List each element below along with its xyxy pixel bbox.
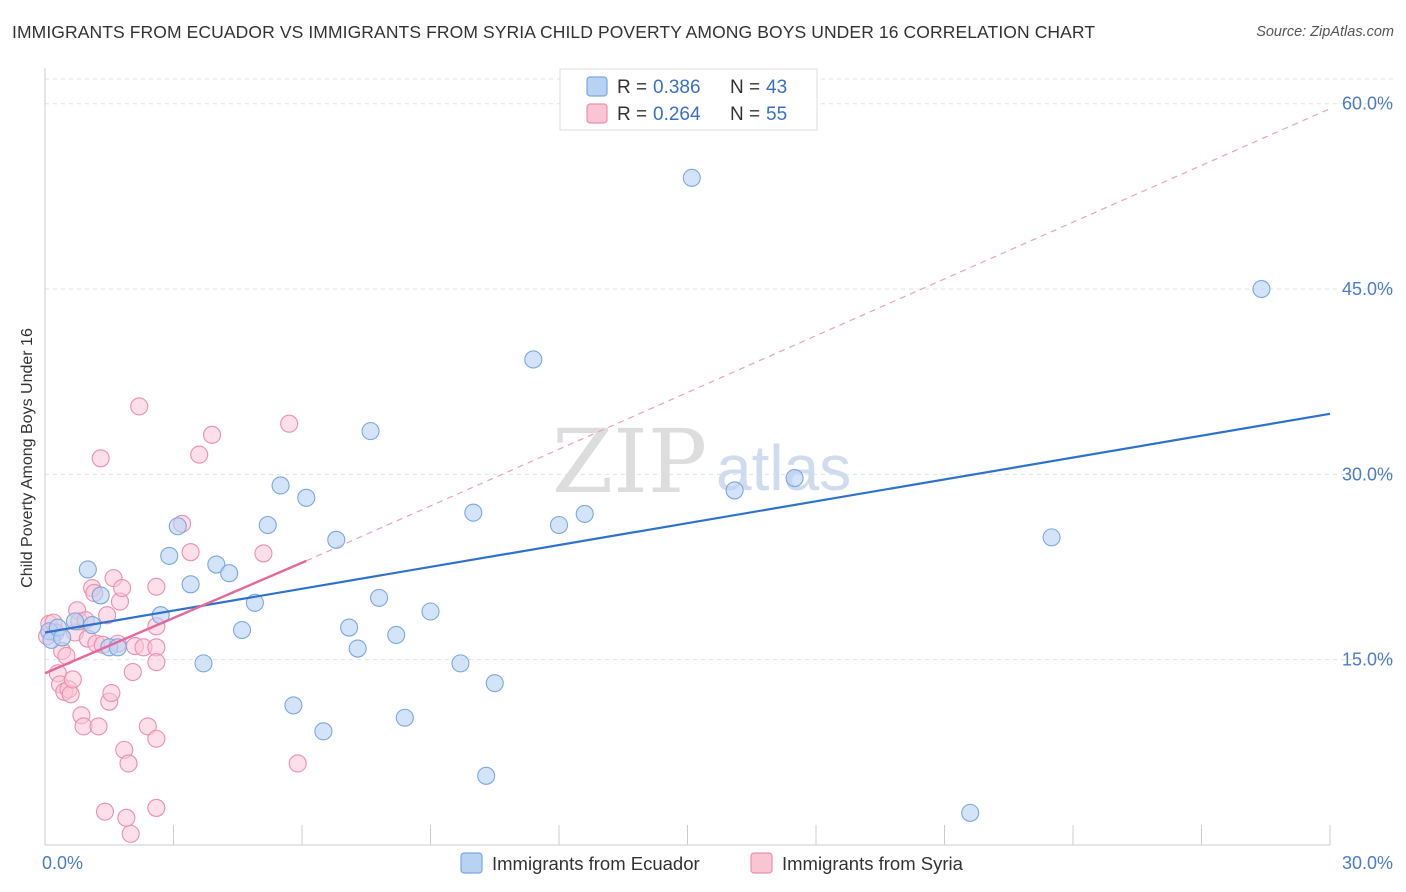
syria-point xyxy=(147,653,166,672)
ecuador-point xyxy=(258,515,277,535)
ecuador-point xyxy=(485,674,504,693)
ecuador-point xyxy=(160,546,179,565)
syria-point xyxy=(123,662,142,682)
ecuador-point xyxy=(395,708,414,727)
syria-point xyxy=(280,414,299,433)
y-tick-label: 30.0% xyxy=(1342,464,1393,484)
syria-point xyxy=(61,685,80,704)
y-axis-label: Child Poverty Among Boys Under 16 xyxy=(19,328,36,588)
ecuador-point xyxy=(524,350,543,369)
syria-point xyxy=(130,397,149,416)
ecuador-point xyxy=(314,722,333,741)
ecuador-point xyxy=(575,504,594,523)
y-tick-label: 45.0% xyxy=(1342,279,1393,299)
syria-point xyxy=(102,683,121,703)
syria-point xyxy=(288,754,307,773)
legend-syria-n-value: 55 xyxy=(766,104,787,125)
ecuador-point xyxy=(451,654,470,673)
legend-syria-r-label: R = xyxy=(617,104,647,125)
watermark: ZIP atlas xyxy=(552,410,851,513)
tick-label-layer: 15.0% 30.0% 45.0% 60.0% 0.0% 30.0% xyxy=(42,94,1393,873)
syria-point xyxy=(147,729,166,748)
ecuador-point xyxy=(284,696,303,715)
legend-ecuador-r-label: R = xyxy=(617,77,647,98)
syria-point xyxy=(121,824,140,843)
ecuador-point xyxy=(207,555,226,574)
ecuador-point xyxy=(78,560,97,579)
syria-point xyxy=(254,544,273,563)
ecuador-point xyxy=(1042,528,1061,547)
syria-point xyxy=(95,802,115,821)
syria-point xyxy=(147,798,166,817)
legend-syria-n-label: N = xyxy=(730,104,760,125)
syria-trend-line xyxy=(44,559,307,675)
ecuador-point xyxy=(549,515,569,535)
axis-layer xyxy=(44,68,1331,846)
ecuador-point xyxy=(682,168,701,187)
syria-point xyxy=(113,578,132,598)
legend-syria-swatch xyxy=(586,103,608,124)
ecuador-point xyxy=(340,618,359,637)
watermark-zip: ZIP xyxy=(552,410,707,513)
source-credit: Source: ZipAtlas.com xyxy=(1256,24,1394,40)
ecuador-point xyxy=(421,602,440,621)
syria-point xyxy=(119,754,138,773)
series-legend: Immigrants from Ecuador Immigrants from … xyxy=(460,852,964,874)
ecuador-point xyxy=(361,422,380,441)
legend-ecuador-swatch xyxy=(586,76,608,97)
ecuador-point xyxy=(232,620,252,640)
ecuador-point xyxy=(194,654,213,673)
chart-title: IMMIGRANTS FROM ECUADOR VS IMMIGRANTS FR… xyxy=(12,22,1096,42)
syria-point xyxy=(89,717,108,736)
syria-point xyxy=(91,449,110,468)
syria-point xyxy=(98,606,117,625)
ecuador-trend-line xyxy=(44,412,1331,634)
ecuador-point xyxy=(785,469,804,488)
series-legend-ecuador-swatch xyxy=(460,852,483,874)
grid-layer xyxy=(45,78,1393,661)
legend-ecuador-r-value: 0.386 xyxy=(653,77,701,98)
ecuador-point xyxy=(297,488,316,507)
legend-syria-r-value: 0.264 xyxy=(653,104,701,125)
syria-point xyxy=(203,425,222,444)
ecuador-point xyxy=(464,503,483,522)
syria-point xyxy=(147,577,166,596)
ecuador-point xyxy=(1252,279,1271,299)
y-tick-label: 15.0% xyxy=(1342,650,1393,670)
ecuador-point xyxy=(181,575,200,594)
ecuador-point xyxy=(348,639,367,658)
series-legend-syria-label: Immigrants from Syria xyxy=(782,853,964,874)
series-legend-syria-swatch xyxy=(750,852,773,874)
correlation-legend: R = 0.386 N = 43 R = 0.264 N = 55 xyxy=(559,68,818,131)
x-tick-label-max: 30.0% xyxy=(1342,853,1393,873)
ecuador-point xyxy=(168,517,187,536)
syria-point xyxy=(181,543,200,562)
legend-ecuador-n-value: 43 xyxy=(766,77,787,98)
ecuador-point xyxy=(961,803,980,822)
syria-point xyxy=(63,670,82,689)
ecuador-point xyxy=(477,766,496,785)
ecuador-point xyxy=(91,586,110,605)
ecuador-point xyxy=(220,564,239,583)
syria-point xyxy=(190,445,209,464)
syria-point xyxy=(138,717,157,736)
x-tick-label-min: 0.0% xyxy=(42,853,83,873)
points-layer xyxy=(38,168,1331,843)
series-legend-ecuador-label: Immigrants from Ecuador xyxy=(492,853,700,874)
legend-ecuador-n-label: N = xyxy=(730,77,760,98)
ecuador-point xyxy=(387,625,406,645)
syria-point xyxy=(117,808,136,827)
ecuador-point xyxy=(370,588,389,607)
ecuador-point xyxy=(327,530,346,549)
y-tick-label: 60.0% xyxy=(1342,94,1393,114)
ecuador-point xyxy=(725,481,744,500)
ecuador-point xyxy=(271,476,290,495)
